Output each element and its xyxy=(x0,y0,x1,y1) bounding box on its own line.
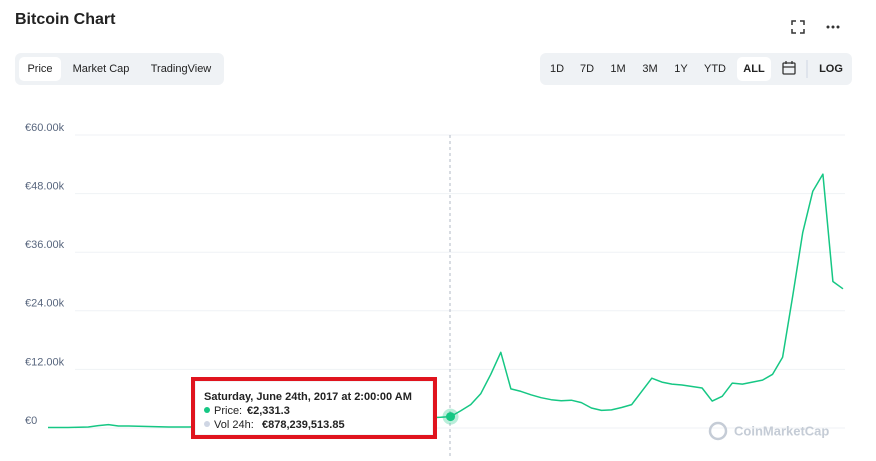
range-group xyxy=(540,53,852,85)
price-line xyxy=(48,173,844,429)
tooltip-value: €2,331.3 xyxy=(247,405,290,417)
tooltip-label: Price: xyxy=(214,405,242,417)
fullscreen-icon[interactable] xyxy=(791,20,805,34)
tab[interactable]: TradingView xyxy=(151,63,212,75)
tab-active-bg xyxy=(19,57,61,81)
tooltip-date: Saturday, June 24th, 2017 at 2:00:00 AM xyxy=(204,391,412,403)
range-button[interactable]: 1M xyxy=(610,63,625,75)
y-tick-label: €36.00k xyxy=(25,239,65,251)
y-tick-label: €60.00k xyxy=(25,122,65,134)
tab[interactable]: Market Cap xyxy=(73,63,130,75)
tab[interactable]: Price xyxy=(27,63,52,75)
y-tick-label: €24.00k xyxy=(25,298,65,310)
chart-title: Bitcoin Chart xyxy=(15,11,116,28)
y-tick-label: €48.00k xyxy=(25,181,65,193)
calendar-icon[interactable] xyxy=(782,61,796,75)
y-tick-label: €12.00k xyxy=(25,356,65,368)
y-tick-label: €0 xyxy=(25,415,37,427)
range-button[interactable]: ALL xyxy=(743,63,765,75)
tooltip-dot xyxy=(204,421,210,427)
tooltip-label: Vol 24h: xyxy=(214,419,254,431)
more-icon[interactable] xyxy=(826,25,840,29)
watermark-text: CoinMarketCap xyxy=(734,423,829,438)
range-button[interactable]: 1D xyxy=(550,63,564,75)
range-button[interactable]: 7D xyxy=(580,63,594,75)
range-button[interactable]: 1Y xyxy=(674,63,688,75)
range-active-bg xyxy=(737,57,771,81)
tab-group xyxy=(15,53,224,85)
highlight-box xyxy=(191,377,437,439)
tooltip-dot xyxy=(204,407,210,413)
range-button[interactable]: 3M xyxy=(642,63,657,75)
log-button[interactable]: LOG xyxy=(819,63,843,75)
range-button[interactable]: YTD xyxy=(704,63,726,75)
tooltip-value: €878,239,513.85 xyxy=(262,419,345,431)
watermark: CoinMarketCap xyxy=(708,421,829,441)
hover-point xyxy=(446,412,456,422)
